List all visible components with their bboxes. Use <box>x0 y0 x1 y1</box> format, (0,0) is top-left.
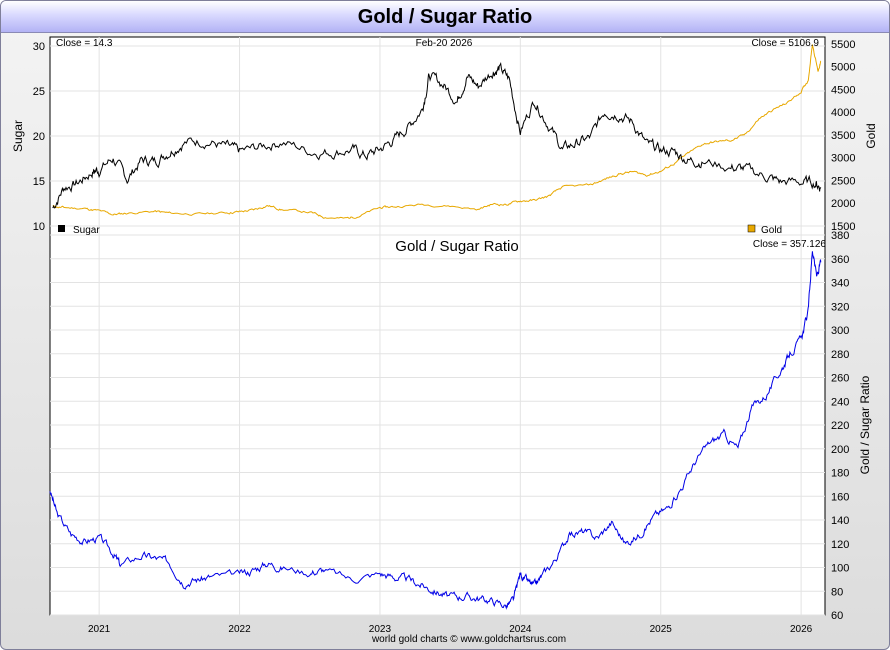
ratio-tick-label: 340 <box>831 278 849 290</box>
ratio-close-label: Close = 357.126 <box>753 239 827 250</box>
sugar-tick-label: 25 <box>33 86 45 98</box>
sugar-axis-label: Sugar <box>11 120 25 152</box>
gold-close-label: Close = 5106.9 <box>751 38 819 49</box>
ratio-tick-label: 360 <box>831 254 849 266</box>
grid-layer <box>50 37 825 616</box>
series-layer <box>49 44 822 610</box>
ratio-tick-label: 120 <box>831 539 849 551</box>
tick-layer: 2021 2022 2023 2024 2025 20261015202530150020… <box>33 39 856 635</box>
gold-tick-label: 4500 <box>831 84 855 96</box>
legend-gold-swatch <box>747 224 756 233</box>
legend-sugar-label: Sugar <box>73 225 100 236</box>
ratio-tick-label: 160 <box>831 491 849 503</box>
gold-tick-label: 4000 <box>831 107 855 119</box>
x-tick-label: 2024 <box>509 624 532 635</box>
ratio-tick-label: 60 <box>831 610 843 622</box>
sugar-tick-label: 15 <box>33 176 45 188</box>
gold-series-line <box>52 44 822 219</box>
ratio-tick-label: 280 <box>831 349 849 361</box>
ratio-tick-label: 380 <box>831 230 849 242</box>
gold-tick-label: 1500 <box>831 221 855 233</box>
ratio-tick-label: 80 <box>831 586 843 598</box>
x-tick-label: 2025 <box>650 624 673 635</box>
ratio-tick-label: 220 <box>831 420 849 432</box>
gold-tick-label: 5500 <box>831 39 855 51</box>
gold-tick-label: 2500 <box>831 175 855 187</box>
x-tick-label: 2023 <box>369 624 392 635</box>
ratio-tick-label: 240 <box>831 396 849 408</box>
x-tick-label: 2021 <box>88 624 111 635</box>
ratio-tick-label: 320 <box>831 301 849 313</box>
legend-gold-label: Gold <box>761 225 782 236</box>
gold-axis-label: Gold <box>864 123 878 148</box>
legend-sugar-swatch <box>58 225 65 232</box>
x-tick-label: 2022 <box>228 624 251 635</box>
gold-tick-label: 3500 <box>831 130 855 142</box>
title-bar: Gold / Sugar Ratio <box>1 1 889 33</box>
sugar-tick-label: 30 <box>33 41 45 53</box>
gold-tick-label: 2000 <box>831 198 855 210</box>
footer-credit: world gold charts © www.goldchartsrus.co… <box>371 634 566 645</box>
date-label: Feb-20 2026 <box>416 38 473 49</box>
sugar-close-label: Close = 14.3 <box>56 38 113 49</box>
ratio-tick-label: 140 <box>831 515 849 527</box>
ratio-tick-label: 300 <box>831 325 849 337</box>
gold-tick-label: 3000 <box>831 153 855 165</box>
ratio-axis-label: Gold / Sugar Ratio <box>858 375 872 474</box>
ratio-tick-label: 260 <box>831 373 849 385</box>
ratio-tick-label: 180 <box>831 468 849 480</box>
ratio-tick-label: 200 <box>831 444 849 456</box>
sugar-series-line <box>52 61 822 209</box>
x-tick-label: 2026 <box>790 624 813 635</box>
sugar-tick-label: 20 <box>33 131 45 143</box>
ratio-tick-label: 100 <box>831 563 849 575</box>
ratio-series-line <box>49 251 822 610</box>
chart-title: Gold / Sugar Ratio <box>357 6 533 28</box>
sugar-tick-label: 10 <box>33 221 45 233</box>
ratio-panel-title: Gold / Sugar Ratio <box>395 238 518 255</box>
gold-tick-label: 5000 <box>831 62 855 74</box>
